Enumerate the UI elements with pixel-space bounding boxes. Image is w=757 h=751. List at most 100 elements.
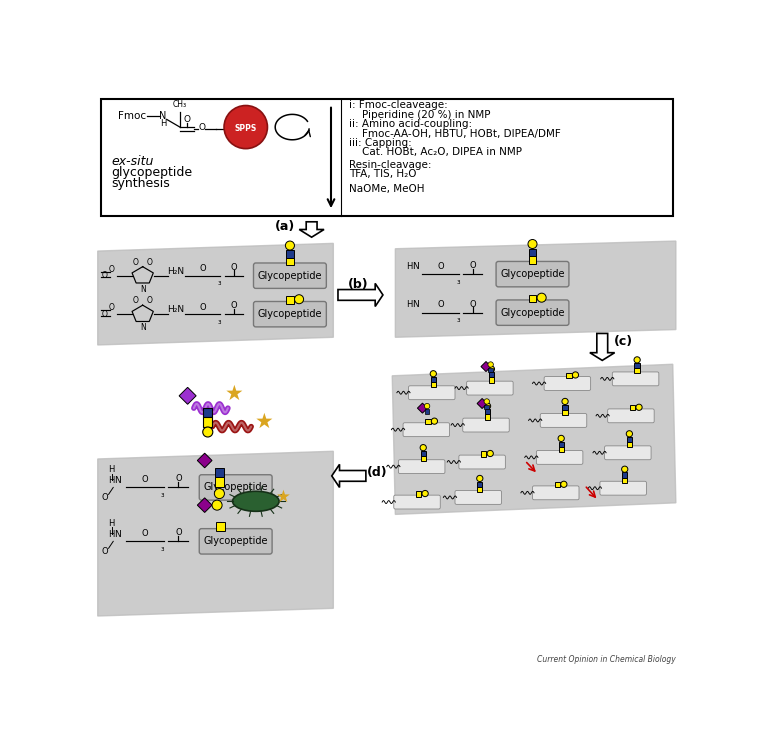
- Text: H: H: [108, 519, 115, 528]
- Bar: [488, 367, 493, 372]
- FancyBboxPatch shape: [496, 261, 569, 287]
- Circle shape: [626, 430, 633, 437]
- Text: Resin-cleavage:: Resin-cleavage:: [349, 160, 431, 170]
- Bar: [431, 377, 436, 382]
- Polygon shape: [198, 498, 212, 512]
- Text: Glycopeptide: Glycopeptide: [257, 270, 322, 281]
- Text: H: H: [108, 465, 115, 474]
- Circle shape: [214, 489, 224, 499]
- Circle shape: [285, 241, 294, 250]
- FancyBboxPatch shape: [612, 372, 659, 386]
- Polygon shape: [332, 464, 366, 487]
- Bar: [485, 415, 491, 420]
- Text: H: H: [406, 262, 413, 271]
- Bar: [203, 418, 213, 427]
- Text: H: H: [406, 300, 413, 309]
- Text: ★: ★: [276, 487, 291, 505]
- Polygon shape: [477, 399, 488, 409]
- Text: ₃: ₃: [217, 317, 221, 326]
- Text: iii: Capping:: iii: Capping:: [349, 138, 412, 148]
- Bar: [489, 378, 494, 383]
- Circle shape: [484, 403, 491, 409]
- Text: O: O: [108, 265, 114, 274]
- Text: H: H: [108, 530, 115, 539]
- FancyBboxPatch shape: [398, 460, 445, 474]
- Circle shape: [528, 240, 537, 249]
- FancyBboxPatch shape: [605, 446, 651, 460]
- Text: N: N: [159, 110, 167, 120]
- FancyBboxPatch shape: [101, 98, 673, 216]
- Text: Piperidine (20 %) in NMP: Piperidine (20 %) in NMP: [349, 110, 491, 119]
- Bar: [559, 442, 564, 447]
- Bar: [425, 419, 431, 424]
- Bar: [562, 405, 568, 410]
- Polygon shape: [392, 364, 676, 514]
- Polygon shape: [98, 243, 333, 345]
- Text: O: O: [101, 271, 107, 280]
- Circle shape: [488, 366, 494, 372]
- Text: O: O: [133, 296, 139, 305]
- Circle shape: [634, 357, 640, 363]
- Text: O: O: [101, 493, 108, 502]
- Text: O: O: [199, 264, 206, 273]
- Text: O: O: [146, 296, 152, 305]
- FancyBboxPatch shape: [496, 300, 569, 325]
- Circle shape: [422, 490, 428, 496]
- Text: SPPS: SPPS: [235, 124, 257, 133]
- Text: O: O: [101, 547, 108, 556]
- Circle shape: [420, 445, 426, 451]
- FancyBboxPatch shape: [254, 263, 326, 288]
- FancyBboxPatch shape: [600, 481, 646, 495]
- Circle shape: [203, 427, 213, 437]
- Bar: [528, 294, 537, 302]
- Text: Glycopeptide: Glycopeptide: [257, 309, 322, 319]
- Polygon shape: [481, 361, 491, 372]
- Text: ₃: ₃: [161, 490, 164, 499]
- FancyBboxPatch shape: [199, 475, 272, 500]
- Text: N: N: [412, 300, 419, 309]
- Bar: [485, 409, 491, 415]
- Text: synthesis: synthesis: [112, 176, 170, 190]
- Text: (d): (d): [367, 466, 388, 478]
- Polygon shape: [590, 333, 615, 360]
- Bar: [562, 410, 568, 415]
- Circle shape: [294, 294, 304, 303]
- Polygon shape: [395, 241, 676, 337]
- FancyBboxPatch shape: [403, 423, 450, 436]
- Text: O: O: [101, 309, 107, 318]
- Bar: [431, 382, 436, 388]
- Bar: [622, 472, 628, 478]
- Text: ★: ★: [254, 412, 273, 432]
- Text: Current Opinion in Chemical Biology: Current Opinion in Chemical Biology: [537, 655, 676, 664]
- Bar: [566, 372, 572, 378]
- Bar: [559, 447, 564, 452]
- Text: H: H: [160, 119, 166, 128]
- Text: N: N: [140, 285, 145, 294]
- Text: O: O: [199, 303, 206, 312]
- Circle shape: [484, 399, 490, 404]
- Circle shape: [572, 372, 578, 378]
- Bar: [634, 363, 640, 368]
- Text: H₂N: H₂N: [167, 267, 184, 276]
- Bar: [630, 406, 635, 411]
- Text: (a): (a): [274, 220, 294, 233]
- Text: O: O: [175, 475, 182, 484]
- Bar: [286, 258, 294, 265]
- Text: O: O: [175, 529, 182, 538]
- FancyBboxPatch shape: [466, 382, 513, 395]
- Text: Glycopeptide: Glycopeptide: [204, 536, 268, 546]
- Bar: [481, 451, 486, 457]
- Circle shape: [425, 403, 430, 409]
- Text: O: O: [133, 258, 139, 267]
- Circle shape: [488, 362, 494, 367]
- Circle shape: [636, 404, 642, 410]
- Circle shape: [212, 500, 222, 510]
- Text: H₂N: H₂N: [167, 305, 184, 314]
- Circle shape: [558, 436, 564, 442]
- Text: O: O: [469, 261, 476, 270]
- FancyBboxPatch shape: [459, 455, 506, 469]
- Bar: [634, 368, 640, 373]
- Text: O: O: [469, 300, 476, 309]
- Circle shape: [561, 481, 567, 487]
- FancyBboxPatch shape: [199, 529, 272, 554]
